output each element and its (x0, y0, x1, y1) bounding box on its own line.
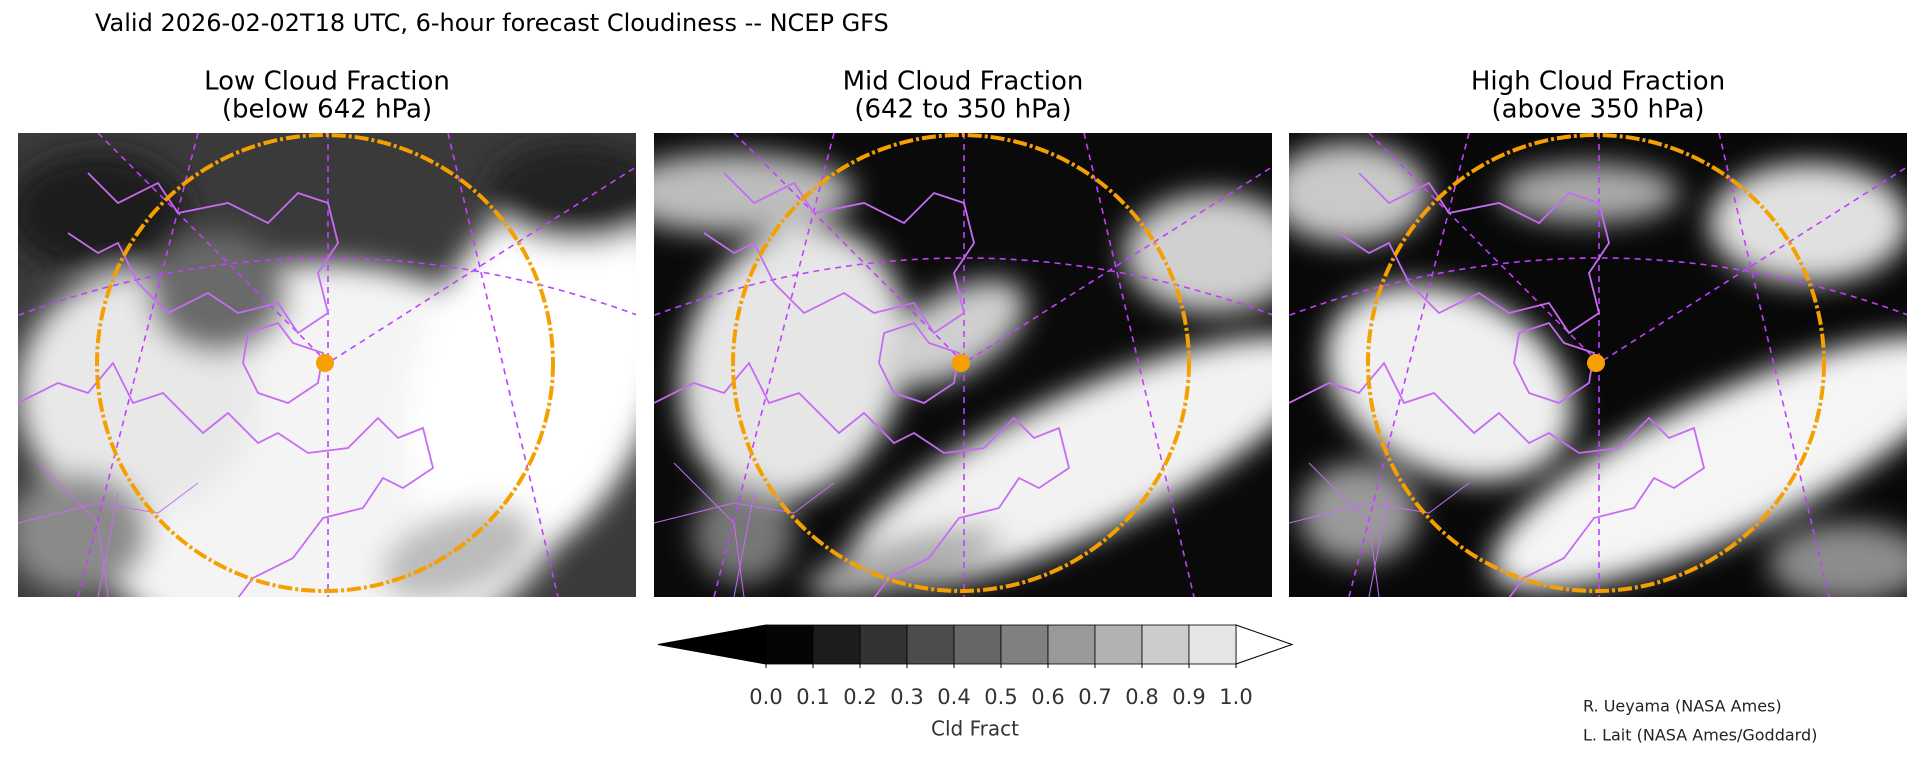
border (1289, 462, 1470, 597)
figure-title: Valid 2026-02-02T18 UTC, 6-hour forecast… (95, 9, 889, 37)
graticule (1083, 133, 1195, 597)
panel-title: (above 350 hPa) (1491, 95, 1704, 125)
colorbar-tick-label: 0.5 (984, 685, 1017, 709)
cloud (846, 336, 1272, 590)
map-content (1289, 133, 1907, 597)
coastline (878, 321, 961, 404)
colorbar-box (1000, 624, 1049, 665)
cloud (488, 143, 636, 243)
site-marker (316, 354, 334, 372)
cloud (881, 280, 1027, 386)
map-content (18, 133, 636, 597)
colorbar-box (765, 624, 814, 665)
colorbar-box (1188, 624, 1237, 665)
coastline (703, 172, 975, 335)
colorbar-box (859, 624, 908, 665)
cloud (406, 180, 636, 566)
coastline (1289, 361, 1706, 597)
site-marker (1587, 354, 1605, 372)
cloud (381, 506, 535, 597)
colorbar-tick-label: 0.3 (890, 685, 923, 709)
colorbar-label: Cld Fract (931, 717, 1019, 741)
colorbar-tick-label: 0.8 (1125, 685, 1158, 709)
graticule (1348, 133, 1470, 597)
cloud (1491, 336, 1907, 590)
colorbar-tick-label: 0.4 (937, 685, 970, 709)
graticule (733, 133, 1272, 365)
coastline (1338, 172, 1610, 335)
colorbar-box (953, 624, 1002, 665)
map-panel (1289, 133, 1907, 597)
graticule (1368, 133, 1907, 365)
range-ring (731, 133, 1191, 593)
coastline (654, 361, 1071, 597)
colorbar-box (906, 624, 955, 665)
colorbar-tick-label: 0.7 (1078, 685, 1111, 709)
cloud-field (654, 153, 1272, 597)
cloud (680, 226, 908, 500)
cloud-field (18, 143, 636, 597)
coastline (242, 321, 325, 404)
colorbar: 0.0 0.1 0.2 0.3 0.4 0.5 0.6 0.7 0.8 0.9 1.0 (657, 624, 1294, 709)
colorbar-box (1047, 624, 1096, 665)
border (654, 462, 835, 597)
colorbar-box (812, 624, 861, 665)
cloud (18, 153, 188, 273)
cloud (1709, 163, 1907, 283)
colorbar-box (1094, 624, 1143, 665)
colorbar-under (657, 624, 767, 665)
graticule (18, 257, 636, 317)
colorbar-tick-label: 0.9 (1172, 685, 1205, 709)
colorbar-tick-label: 0.0 (749, 685, 782, 709)
site-marker (952, 354, 970, 372)
graticule (77, 133, 199, 597)
cloud (18, 473, 148, 593)
range-ring (95, 133, 555, 593)
graticule (1718, 133, 1830, 597)
cloud (654, 153, 854, 233)
credit: L. Lait (NASA Ames/Goddard) (1583, 726, 1817, 745)
map-panel (654, 133, 1272, 597)
panel-title: Low Cloud Fraction (204, 67, 450, 97)
cloud (1769, 523, 1907, 597)
credit: R. Ueyama (NASA Ames) (1583, 697, 1782, 716)
graticule (654, 257, 1272, 317)
cloud (148, 233, 288, 353)
colorbar-box (1141, 624, 1190, 665)
map-content (654, 133, 1272, 597)
map-panel (18, 133, 636, 597)
cloud (1289, 143, 1429, 243)
colorbar-tick-label: 0.1 (796, 685, 829, 709)
border (18, 462, 199, 597)
cloud-field (1289, 143, 1907, 597)
cloud (1325, 284, 1573, 482)
graticule (447, 133, 559, 597)
coastline (18, 361, 435, 597)
coastline (1513, 321, 1596, 404)
panels: Low Cloud Fraction(below 642 hPa) Mid Clo… (18, 67, 1907, 597)
colorbar-tick-label: 1.0 (1219, 685, 1252, 709)
graticule (713, 133, 835, 597)
graticule (97, 133, 636, 365)
coastline (67, 172, 339, 335)
cloud (1124, 193, 1272, 313)
panel-title: Mid Cloud Fraction (843, 67, 1084, 97)
graticule (1289, 257, 1907, 317)
panel-title: (642 to 350 hPa) (854, 95, 1071, 125)
panel-title: (below 642 hPa) (222, 95, 432, 125)
cloud (1499, 163, 1679, 223)
panel-title: High Cloud Fraction (1471, 67, 1725, 97)
colorbar-tick-label: 0.2 (843, 685, 876, 709)
colorbar-tick-label: 0.6 (1031, 685, 1064, 709)
range-ring (1366, 133, 1826, 593)
cloud (807, 527, 1001, 597)
colorbar-over (1235, 624, 1294, 665)
